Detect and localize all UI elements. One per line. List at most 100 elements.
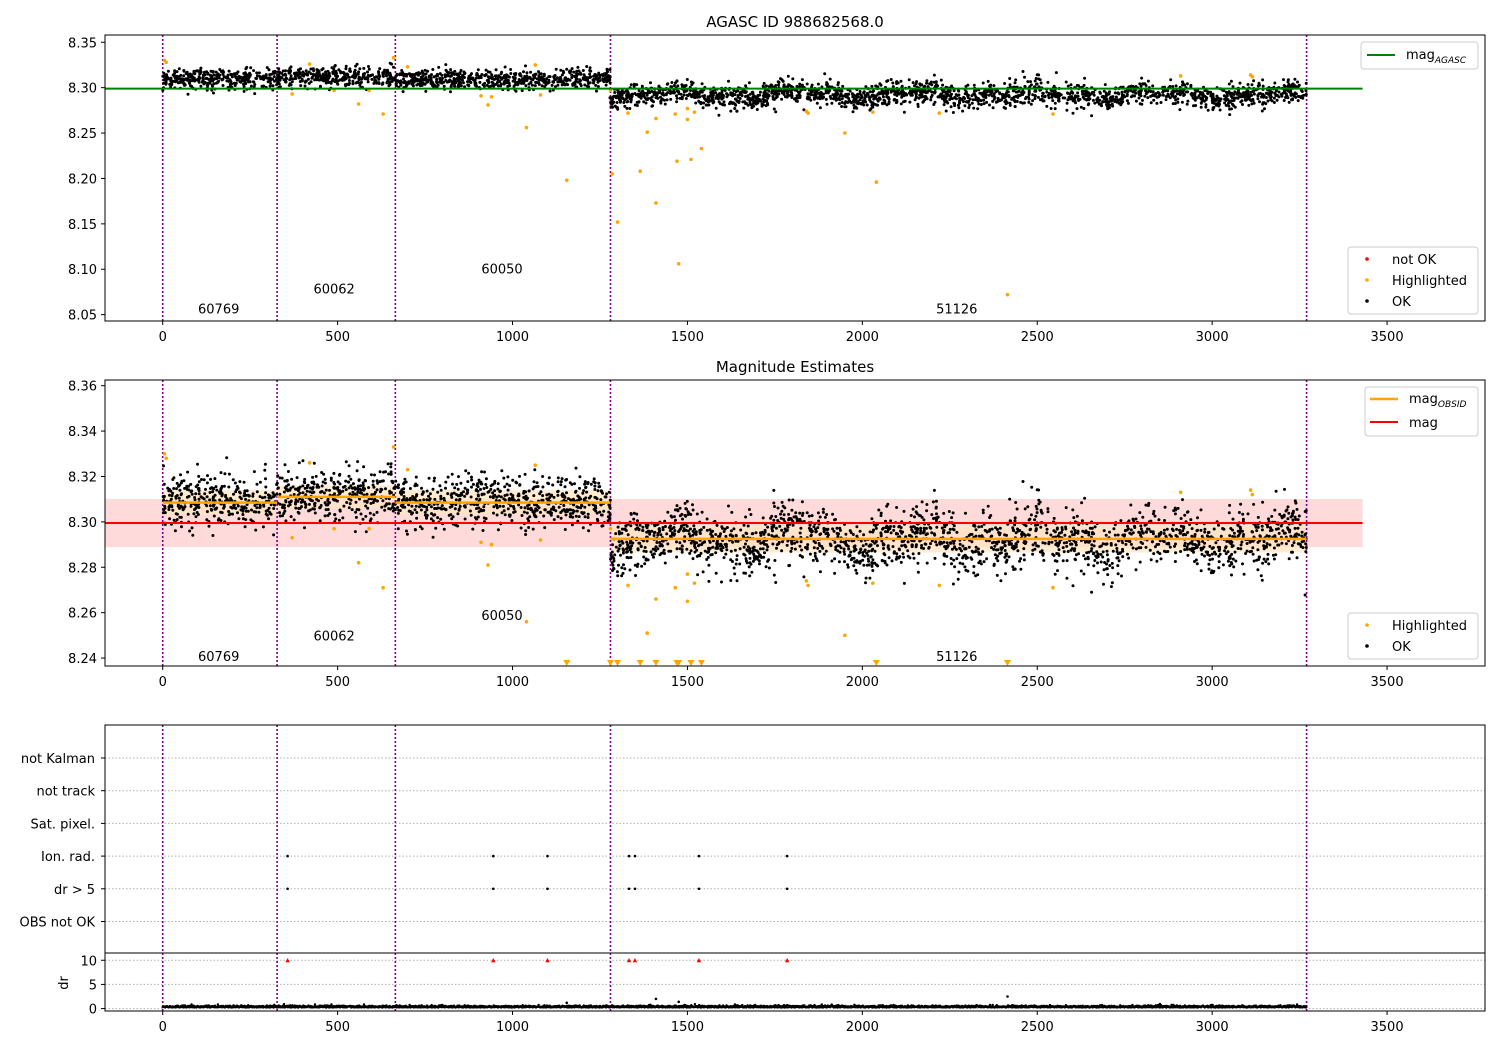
ok-point xyxy=(769,83,773,87)
ok-point xyxy=(1233,105,1237,109)
ok-point xyxy=(413,528,417,531)
x-tick-label: 3000 xyxy=(1196,330,1229,345)
ok-point xyxy=(211,534,215,537)
ok-point xyxy=(204,77,208,80)
ok-point xyxy=(410,504,414,508)
ok-point xyxy=(1112,527,1116,531)
ok-point xyxy=(916,570,920,574)
ok-point xyxy=(425,508,429,512)
ok-point xyxy=(230,75,234,79)
ok-point xyxy=(1161,93,1165,97)
ok-point xyxy=(1141,98,1144,102)
ok-point xyxy=(589,482,593,486)
y-tick-label: 8.15 xyxy=(68,218,97,233)
ok-point xyxy=(704,103,708,107)
ok-point xyxy=(194,69,198,73)
ok-point xyxy=(525,77,529,81)
ok-point xyxy=(439,517,443,521)
ok-point xyxy=(1054,71,1058,75)
ok-point xyxy=(1304,93,1308,97)
ok-point xyxy=(290,80,294,84)
ok-point xyxy=(1065,544,1069,548)
ok-point xyxy=(1035,82,1038,86)
ok-point xyxy=(575,505,579,509)
ok-point xyxy=(655,91,659,95)
ok-point xyxy=(869,107,873,111)
ok-point xyxy=(532,480,536,484)
ok-point xyxy=(878,82,882,86)
ok-point xyxy=(334,498,338,502)
ok-point xyxy=(909,93,913,97)
ok-point xyxy=(1204,105,1208,109)
ok-point xyxy=(564,513,568,517)
ok-point xyxy=(1111,95,1115,99)
ok-point xyxy=(530,508,534,512)
ok-point xyxy=(1091,98,1095,102)
ok-point xyxy=(557,505,561,509)
ok-point xyxy=(391,503,395,507)
ok-point xyxy=(1065,108,1069,112)
ok-point xyxy=(394,84,398,87)
ok-point xyxy=(485,486,489,489)
ok-point xyxy=(255,490,259,494)
ok-point xyxy=(636,519,639,523)
ok-point xyxy=(524,529,528,533)
ok-point xyxy=(586,482,590,486)
ok-point xyxy=(729,91,733,95)
ok-point xyxy=(1137,96,1141,100)
ok-point xyxy=(852,106,856,110)
ok-point xyxy=(358,67,362,71)
ok-point xyxy=(281,514,284,518)
ok-point xyxy=(191,533,195,537)
ok-point xyxy=(1211,108,1215,112)
ok-point xyxy=(353,530,357,534)
ok-point xyxy=(1282,78,1285,82)
ok-point xyxy=(479,508,483,512)
ok-point xyxy=(240,75,243,79)
ok-point xyxy=(1231,557,1235,561)
ok-point xyxy=(573,80,577,84)
ok-point xyxy=(398,509,402,512)
ok-point xyxy=(586,516,590,519)
ok-point xyxy=(1239,92,1242,96)
ok-point xyxy=(354,510,358,514)
ok-point xyxy=(629,97,633,101)
ok-point xyxy=(215,488,219,492)
ok-point xyxy=(933,90,937,94)
ok-point xyxy=(161,88,165,92)
ok-point xyxy=(613,553,617,557)
ok-point xyxy=(474,488,478,492)
ok-point xyxy=(547,80,551,84)
ok-point xyxy=(198,68,202,72)
ok-point xyxy=(212,514,216,518)
ok-point xyxy=(396,527,400,531)
ok-point xyxy=(1049,107,1053,110)
ok-point xyxy=(618,100,622,104)
ok-point xyxy=(973,89,976,93)
ok-point xyxy=(572,74,576,78)
ok-point xyxy=(1289,92,1293,96)
ok-point xyxy=(544,81,548,85)
ok-point xyxy=(1019,93,1022,97)
ok-point xyxy=(594,83,598,87)
ok-point xyxy=(486,70,490,74)
ok-point xyxy=(914,92,918,96)
ok-point xyxy=(695,95,699,99)
ok-point xyxy=(209,507,213,511)
ok-point xyxy=(453,78,456,82)
ok-point xyxy=(1231,102,1234,106)
ok-point xyxy=(891,81,895,85)
ok-point xyxy=(208,79,212,83)
y-tick-label: 8.20 xyxy=(68,172,97,187)
ok-point xyxy=(771,97,775,101)
ok-point xyxy=(526,507,530,511)
ok-point xyxy=(381,74,385,78)
ok-point xyxy=(384,73,388,77)
ok-point xyxy=(575,69,579,73)
ok-point xyxy=(535,481,539,485)
ok-point xyxy=(498,490,502,494)
ok-point xyxy=(1217,102,1221,106)
ok-point xyxy=(1228,113,1232,117)
ok-point xyxy=(450,492,454,496)
ok-point xyxy=(541,475,545,478)
